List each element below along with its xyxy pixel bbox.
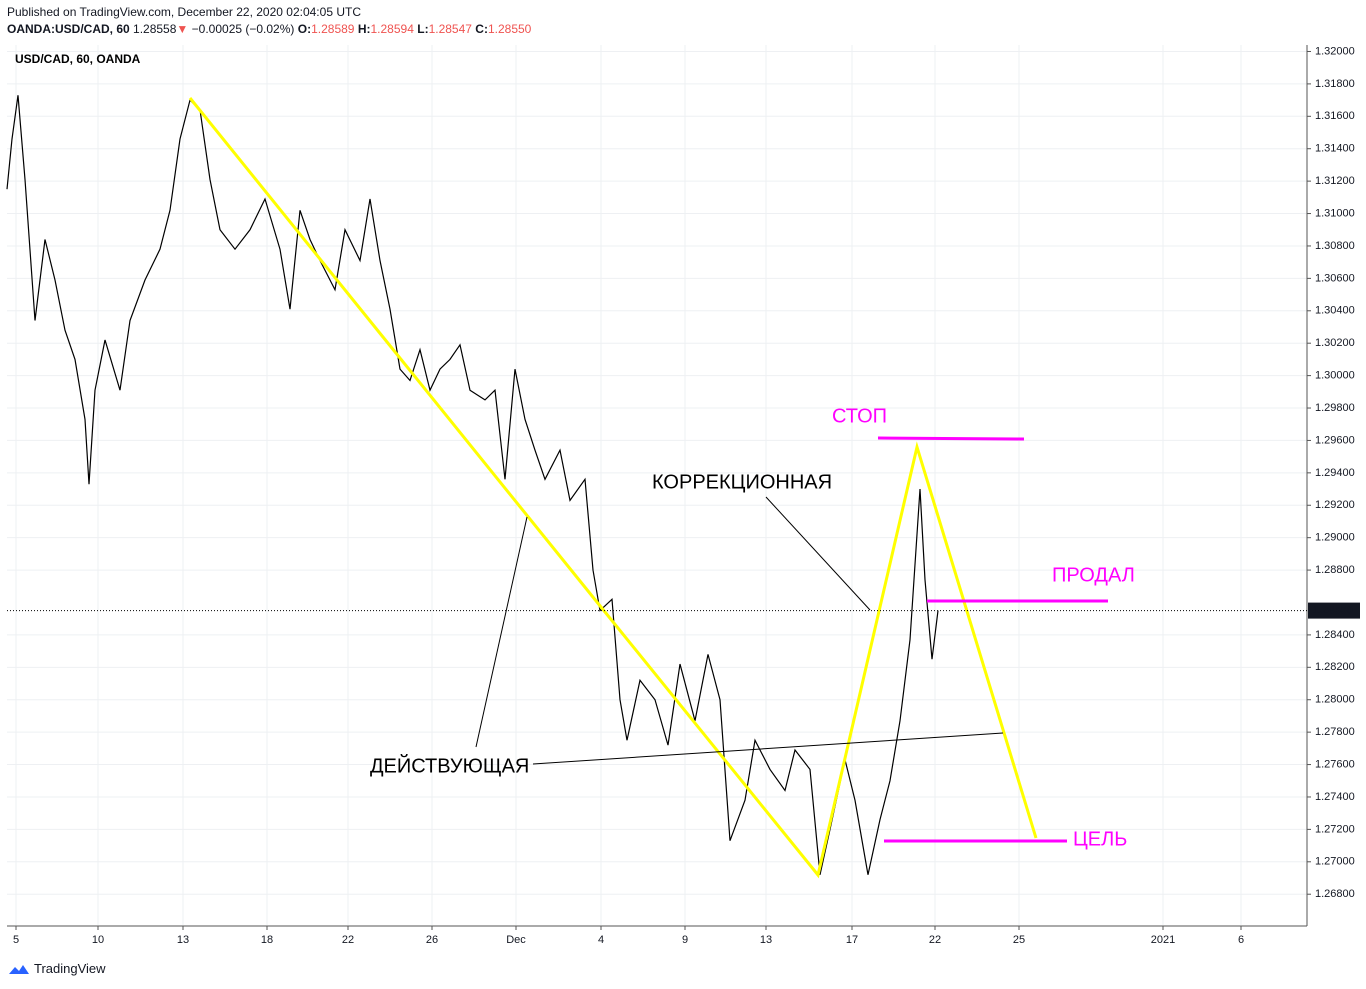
y-tick-label: 1.27600 bbox=[1315, 758, 1355, 770]
y-tick-label: 1.26800 bbox=[1315, 888, 1355, 900]
last-price-label: 1.28550 bbox=[1313, 605, 1353, 617]
x-tick-label: 9 bbox=[682, 934, 688, 946]
x-tick-label: Dec bbox=[506, 934, 526, 946]
chart: USD/CAD, 60, OANDA СТОП ПРОДАЛ ЦЕЛЬ КОРР… bbox=[6, 45, 1360, 946]
y-tick-label: 1.27800 bbox=[1315, 726, 1355, 738]
series-layer bbox=[6, 95, 939, 875]
y-tick-label: 1.27400 bbox=[1315, 791, 1355, 803]
y-tick-label: 1.30400 bbox=[1315, 305, 1355, 317]
footer: TradingView bbox=[8, 961, 106, 976]
x-tick-label: 22 bbox=[342, 934, 354, 946]
x-tick-label: 17 bbox=[846, 934, 858, 946]
ohlc-value: 1.28547 bbox=[428, 22, 472, 36]
y-tick-label: 1.29200 bbox=[1315, 499, 1355, 511]
annotation: ПРОДАЛ bbox=[1052, 564, 1135, 586]
annotation: КОРРЕКЦИОННАЯ bbox=[652, 471, 832, 493]
ohlc-value: 1.28550 bbox=[487, 22, 532, 36]
grid bbox=[7, 45, 1307, 925]
x-tick-label: 10 bbox=[92, 934, 104, 946]
legend-title: USD/CAD, 60, OANDA bbox=[15, 52, 141, 66]
symbol: OANDA:USD/CAD, 60 bbox=[7, 22, 130, 36]
y-tick-label: 1.29000 bbox=[1315, 532, 1355, 544]
y-tick-label: 1.29600 bbox=[1315, 434, 1355, 446]
price: 1.28558 bbox=[133, 22, 177, 36]
y-tick-label: 1.30600 bbox=[1315, 272, 1355, 284]
x-tick-label: 18 bbox=[261, 934, 273, 946]
x-tick-label: 4 bbox=[598, 934, 604, 946]
y-tick-label: 1.29400 bbox=[1315, 467, 1355, 479]
y-tick-label: 1.30200 bbox=[1315, 337, 1355, 349]
y-tick-label: 1.28200 bbox=[1315, 661, 1355, 673]
annotation: ДЕЙСТВУЮЩАЯ bbox=[370, 753, 529, 777]
ohlc-key: O: bbox=[297, 22, 312, 36]
ohlc-value: 1.28594 bbox=[370, 22, 414, 36]
annotation: ЦЕЛЬ bbox=[1073, 828, 1127, 850]
pointer-line bbox=[532, 732, 1004, 765]
x-tick-label: 26 bbox=[426, 934, 438, 946]
y-tick-label: 1.28400 bbox=[1315, 629, 1355, 641]
y-tick-label: 1.30800 bbox=[1315, 240, 1355, 252]
x-tick-label: 2021 bbox=[1151, 934, 1175, 946]
pointer-line bbox=[475, 516, 528, 748]
y-tick-label: 1.31600 bbox=[1315, 110, 1355, 122]
x-tick-label: 5 bbox=[13, 934, 19, 946]
y-tick-label: 1.28000 bbox=[1315, 694, 1355, 706]
y-tick-label: 1.31000 bbox=[1315, 207, 1355, 219]
x-tick-label: 13 bbox=[177, 934, 189, 946]
y-tick-label: 1.30000 bbox=[1315, 370, 1355, 382]
ohlc-key: L: bbox=[417, 22, 429, 36]
footer-text: TradingView bbox=[34, 961, 106, 976]
y-tick-label: 1.32000 bbox=[1315, 45, 1355, 57]
y-tick-label: 1.31200 bbox=[1315, 175, 1355, 187]
x-tick-label: 22 bbox=[929, 934, 941, 946]
stop-line bbox=[877, 436, 1025, 441]
published-line: Published on TradingView.com, December 2… bbox=[7, 5, 361, 19]
pointer-line bbox=[765, 496, 871, 611]
symbol-line: OANDA:USD/CAD, 60 1.28558▼ −0.00025 (−0.… bbox=[7, 22, 531, 36]
axes: 1.26800 1.27000 1.27200 1.27400 1.27600 1.278… bbox=[7, 45, 1360, 946]
y-tick-label: 1.29800 bbox=[1315, 402, 1355, 414]
ohlc-value: 1.28589 bbox=[311, 22, 355, 36]
y-tick-label: 1.31400 bbox=[1315, 143, 1355, 155]
x-tick-label: 25 bbox=[1013, 934, 1025, 946]
x-tick-label: 6 bbox=[1238, 934, 1244, 946]
y-tick-label: 1.31800 bbox=[1315, 78, 1355, 90]
price-line bbox=[6, 95, 939, 875]
change: −0.00025 (−0.02%) bbox=[191, 22, 295, 36]
logo bbox=[9, 964, 29, 974]
trend-drawing bbox=[188, 97, 1038, 879]
ohlc-key: H: bbox=[357, 22, 371, 36]
annotation: СТОП bbox=[832, 405, 887, 427]
y-tick-label: 1.28800 bbox=[1315, 564, 1355, 576]
ohlc-key: C: bbox=[475, 22, 488, 36]
y-tick-label: 1.27000 bbox=[1315, 856, 1355, 868]
change-arrow: ▼ bbox=[176, 22, 189, 36]
drawings bbox=[188, 97, 1108, 879]
last-price-box bbox=[1308, 602, 1360, 619]
x-tick-label: 13 bbox=[760, 934, 772, 946]
y-tick-label: 1.27200 bbox=[1315, 823, 1355, 835]
